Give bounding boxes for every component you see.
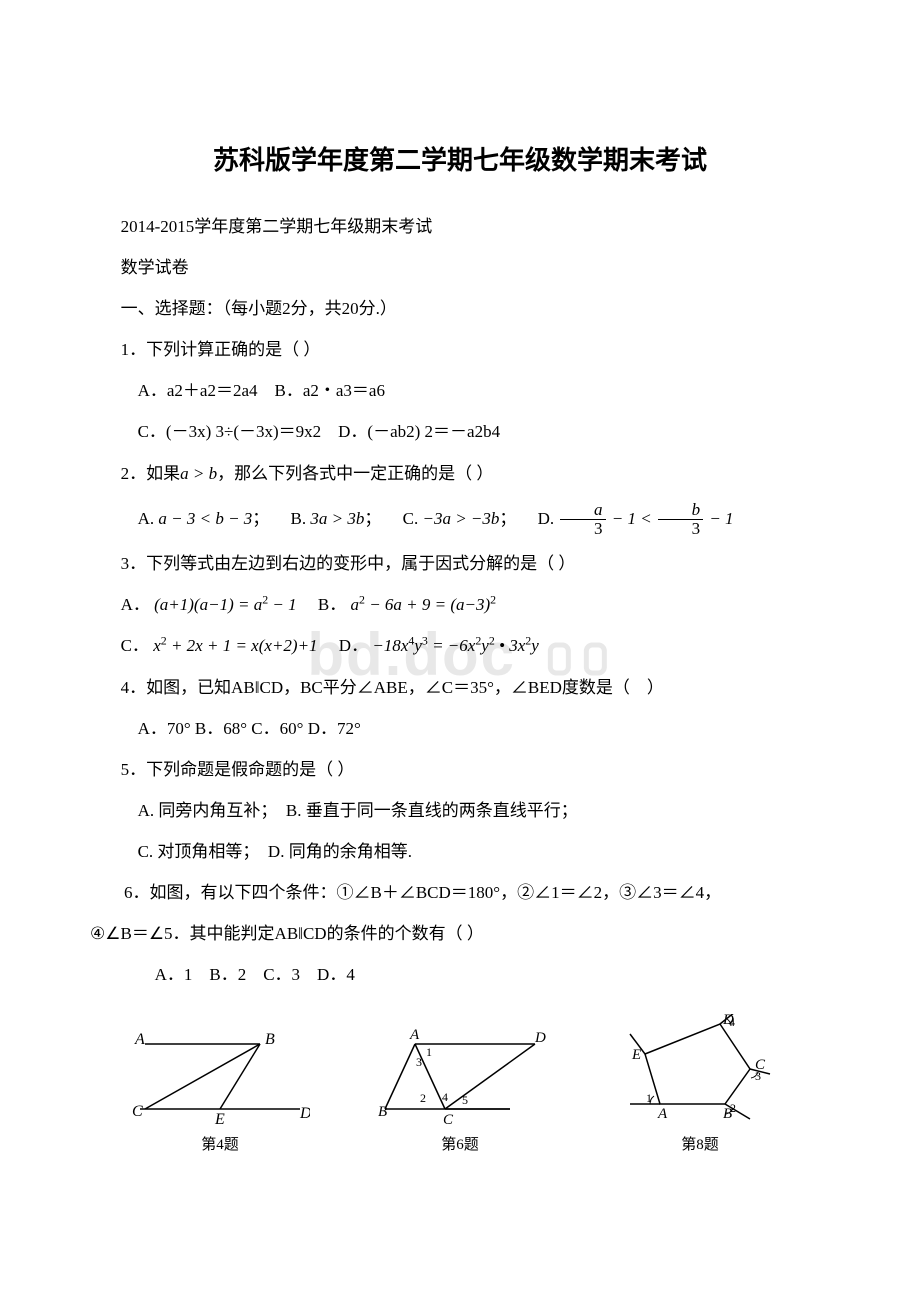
q2-prefix: 2．如果 [121,464,181,483]
q3-line-ab: A． (a+1)(a−1) = a2 − 1 B． a2 − 6a + 9 = … [90,585,830,624]
q5-line1: A. 同旁内角互补； B. 垂直于同一条直线的两条直线平行； [90,791,830,830]
subtitle-1: 2014-2015学年度第二学期七年级期末考试 [90,207,830,246]
q2-condition: a > b [180,464,217,483]
q5-line2: C. 对顶角相等； D. 同角的余角相等. [90,832,830,871]
q1-opt-ab: A．a2＋a2＝2a4 B．a2・a3＝a6 [90,371,830,410]
figures-row: A B C D E 第4题 [90,1014,830,1154]
q3-d-label: D． [339,636,368,655]
figure-8: A B C D E 1 2 3 4 [610,1014,790,1154]
figure-8-svg: A B C D E 1 2 3 4 [610,1014,790,1124]
q2-c-label: C. [403,509,419,528]
q4-stem: 4．如图，已知AB‖CD，BC平分∠ABE，∠C＝35°，∠BED度数是（ ） [90,668,830,707]
q2-suffix: ，那么下列各式中一定正确的是（ ） [217,464,493,483]
q3-c-label: C． [121,636,149,655]
q2-d-frac2: b3 [658,501,703,539]
q2-d-label: D. [538,509,555,528]
q3-b-label: B． [318,595,346,614]
svg-text:A: A [409,1027,420,1043]
figure-6: A D B C 1 3 2 4 5 第6题 [370,1024,550,1154]
svg-text:E: E [214,1111,225,1124]
q2-stem: 2．如果a > b，那么下列各式中一定正确的是（ ） [90,454,830,493]
q2-opt-a: a − 3 < b − 3 [158,509,252,528]
q2-opt-b: 3a > 3b [310,509,364,528]
q3-a-label: A． [121,595,150,614]
svg-text:3: 3 [416,1055,422,1069]
q6-stem1: 6．如图，有以下四个条件：①∠B＋∠BCD＝180°，②∠1＝∠2，③∠3＝∠4… [90,873,830,912]
svg-text:1: 1 [646,1091,652,1105]
q2-d-frac1: a3 [560,501,605,539]
q4-opts: A．70° B．68° C．60° D．72° [90,709,830,748]
q5-stem: 5．下列命题是假命题的是（ ） [90,750,830,789]
svg-text:4: 4 [442,1090,448,1104]
svg-text:C: C [132,1103,143,1120]
svg-text:D: D [299,1105,310,1122]
figure-4: A B C D E 第4题 [130,1024,310,1154]
subtitle-2: 数学试卷 [90,248,830,287]
svg-text:D: D [534,1030,546,1046]
q2-b-label: B. [291,509,307,528]
svg-text:1: 1 [426,1045,432,1059]
q6-stem2: ④∠B＝∠5．其中能判定AB‖CD的条件的个数有（ ） [90,914,830,953]
svg-text:B: B [378,1104,387,1120]
svg-text:C: C [443,1112,454,1124]
section-heading: 一、选择题：（每小题2分，共20分.） [90,289,830,328]
document-content: 苏科版学年度第二学期七年级数学期末考试 2014-2015学年度第二学期七年级期… [90,140,830,1154]
q1-stem: 1．下列计算正确的是（ ） [90,330,830,369]
svg-text:B: B [265,1031,275,1048]
figure-4-svg: A B C D E [130,1024,310,1124]
q2-a-label: A. [138,509,155,528]
q6-opts: A．1 B．2 C．3 D．4 [90,955,830,994]
svg-text:A: A [657,1106,668,1122]
q2-options: A. a − 3 < b − 3； B. 3a > 3b； C. −3a > −… [90,495,830,543]
q3-stem: 3．下列等式由左边到右边的变形中，属于因式分解的是（ ） [90,544,830,583]
svg-text:E: E [631,1047,641,1063]
q2-opt-c: −3a > −3b [422,509,499,528]
q3-opt-c: x2 + 2x + 1 = x(x+2)+1 [153,636,317,655]
figure-6-svg: A D B C 1 3 2 4 5 [370,1024,550,1124]
main-title: 苏科版学年度第二学期七年级数学期末考试 [90,140,830,177]
figure-8-caption: 第8题 [610,1133,790,1154]
q3-opt-b: a2 − 6a + 9 = (a−3)2 [350,595,496,614]
svg-text:5: 5 [462,1093,468,1107]
q3-line-cd: C． x2 + 2x + 1 = x(x+2)+1 D． −18x4y3 = −… [90,626,830,665]
figure-4-caption: 第4题 [130,1133,310,1154]
q3-opt-a: (a+1)(a−1) = a2 − 1 [154,595,297,614]
q3-opt-d: −18x4y3 = −6x2y2 • 3x2y [372,636,538,655]
svg-text:A: A [134,1031,145,1048]
q1-opt-cd: C．(－3x) 3÷(－3x)＝9x2 D．(－ab2) 2＝－a2b4 [90,412,830,451]
figure-6-caption: 第6题 [370,1133,550,1154]
svg-text:2: 2 [420,1091,426,1105]
